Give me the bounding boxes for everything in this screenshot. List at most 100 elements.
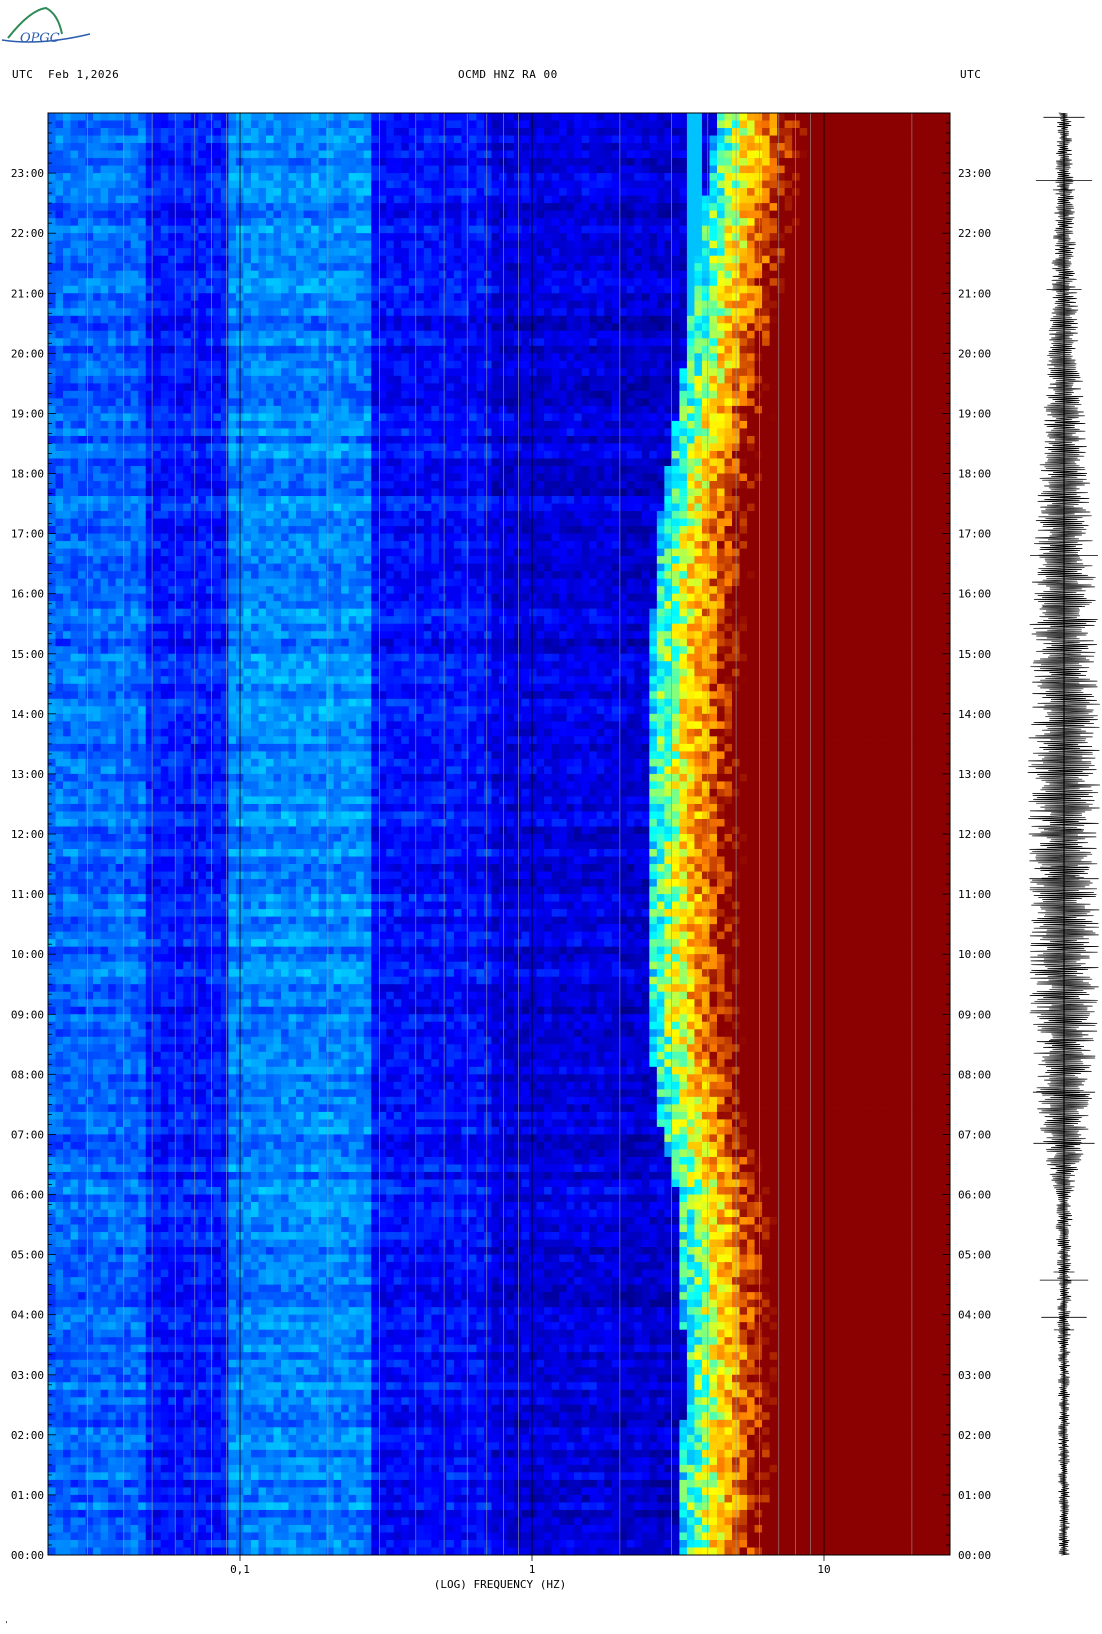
heatmap-cell <box>439 173 447 181</box>
heatmap-cell <box>845 331 853 339</box>
heatmap-cell <box>747 406 755 414</box>
heatmap-cell <box>725 263 733 271</box>
heatmap-cell <box>311 136 319 144</box>
heatmap-cell <box>206 256 214 264</box>
heatmap-cell <box>446 308 454 316</box>
heatmap-cell <box>341 233 349 241</box>
heatmap-cell <box>484 143 492 151</box>
heatmap-cell <box>807 293 815 301</box>
heatmap-cell <box>890 301 898 309</box>
heatmap-cell <box>71 353 79 361</box>
heatmap-cell <box>416 188 424 196</box>
heatmap-cell <box>709 113 717 121</box>
heatmap-cell <box>837 278 845 286</box>
heatmap-cell <box>364 158 372 166</box>
heatmap-cell <box>274 181 282 189</box>
heatmap-cell <box>319 143 327 151</box>
heatmap-cell <box>740 368 748 376</box>
heatmap-cell <box>785 151 793 159</box>
heatmap-cell <box>837 166 845 174</box>
heatmap-cell <box>491 278 499 286</box>
heatmap-cell <box>574 361 582 369</box>
heatmap-cell <box>574 346 582 354</box>
heatmap-cell <box>912 166 920 174</box>
heatmap-cell <box>837 301 845 309</box>
heatmap-cell <box>469 196 477 204</box>
heatmap-cell <box>221 361 229 369</box>
heatmap-cell <box>334 368 342 376</box>
heatmap-cell <box>597 413 605 421</box>
heatmap-cell <box>116 271 124 279</box>
heatmap-cell <box>454 136 462 144</box>
heatmap-cell <box>48 113 56 121</box>
heatmap-cell <box>138 173 146 181</box>
heatmap-cell <box>770 241 778 249</box>
heatmap-cell <box>672 278 680 286</box>
heatmap-cell <box>356 151 364 159</box>
heatmap-cell <box>717 383 725 391</box>
heatmap-cell <box>499 368 507 376</box>
heatmap-cell <box>364 338 372 346</box>
heatmap-cell <box>56 128 64 136</box>
heatmap-cell <box>634 196 642 204</box>
heatmap-cell <box>567 121 575 129</box>
heatmap-cell <box>454 211 462 219</box>
heatmap-cell <box>394 338 402 346</box>
heatmap-cell <box>552 391 560 399</box>
heatmap-cell <box>552 158 560 166</box>
heatmap-cell <box>281 166 289 174</box>
heatmap-cell <box>281 368 289 376</box>
heatmap-cell <box>221 368 229 376</box>
heatmap-cell <box>897 226 905 234</box>
heatmap-cell <box>792 226 800 234</box>
heatmap-cell <box>725 151 733 159</box>
heatmap-cell <box>800 353 808 361</box>
heatmap-cell <box>446 421 454 429</box>
heatmap-cell <box>567 113 575 121</box>
heatmap-cell <box>709 338 717 346</box>
heatmap-cell <box>755 368 763 376</box>
heatmap-cell <box>867 331 875 339</box>
heatmap-cell <box>491 121 499 129</box>
heatmap-cell <box>86 316 94 324</box>
heatmap-cell <box>454 143 462 151</box>
heatmap-cell <box>649 188 657 196</box>
heatmap-cell <box>800 188 808 196</box>
heatmap-cell <box>935 338 943 346</box>
heatmap-cell <box>446 293 454 301</box>
heatmap-cell <box>830 173 838 181</box>
heatmap-cell <box>198 188 206 196</box>
heatmap-cell <box>807 338 815 346</box>
heatmap-cell <box>431 256 439 264</box>
heatmap-cell <box>56 181 64 189</box>
heatmap-cell <box>296 166 304 174</box>
heatmap-cell <box>634 413 642 421</box>
heatmap-cell <box>183 121 191 129</box>
heatmap-cell <box>687 263 695 271</box>
heatmap-cell <box>334 241 342 249</box>
heatmap-cell <box>890 383 898 391</box>
heatmap-cell <box>334 406 342 414</box>
heatmap-cell <box>612 391 620 399</box>
heatmap-cell <box>93 361 101 369</box>
heatmap-cell <box>379 331 387 339</box>
heatmap-cell <box>845 218 853 226</box>
heatmap-cell <box>123 158 131 166</box>
heatmap-cell <box>48 158 56 166</box>
heatmap-cell <box>431 233 439 241</box>
heatmap-cell <box>649 263 657 271</box>
heatmap-cell <box>694 196 702 204</box>
heatmap-cell <box>446 406 454 414</box>
heatmap-cell <box>785 286 793 294</box>
heatmap-cell <box>875 196 883 204</box>
heatmap-cell <box>709 128 717 136</box>
heatmap-cell <box>56 143 64 151</box>
heatmap-cell <box>319 398 327 406</box>
heatmap-cell <box>807 151 815 159</box>
heatmap-cell <box>920 376 928 384</box>
heatmap-cell <box>875 308 883 316</box>
heatmap-cell <box>101 256 109 264</box>
heatmap-cell <box>424 368 432 376</box>
heatmap-cell <box>131 338 139 346</box>
heatmap-cell <box>890 316 898 324</box>
